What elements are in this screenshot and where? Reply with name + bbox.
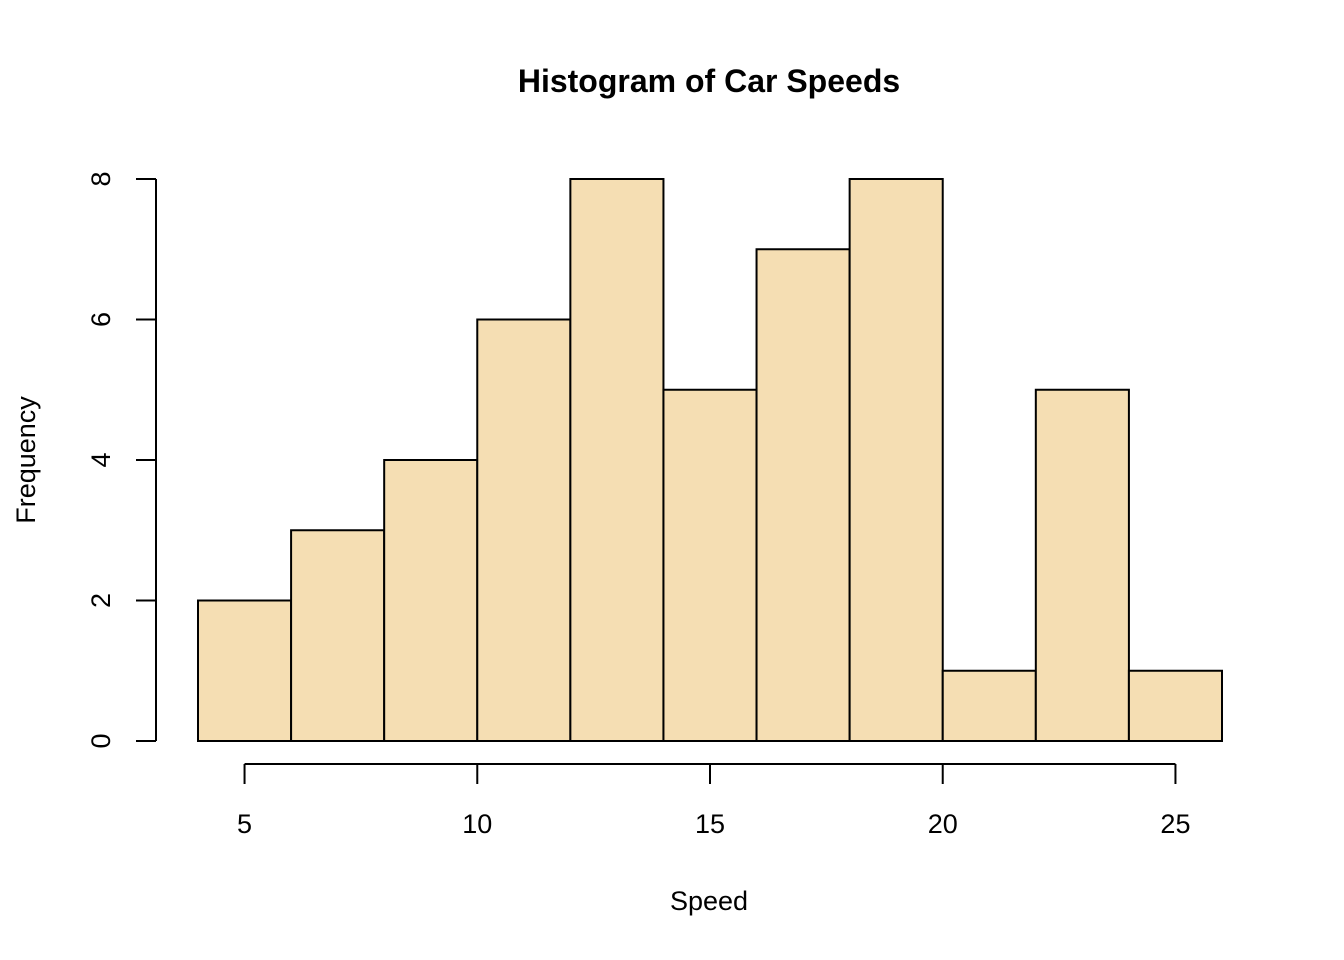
- histogram-bar-0: [197, 599, 293, 742]
- y-tick-label-4: 8: [86, 171, 116, 186]
- bars-group: [197, 178, 1223, 742]
- x-tick-label-3: 20: [928, 809, 958, 839]
- histogram-bar-10: [1127, 669, 1223, 742]
- histogram-bar-1: [290, 529, 386, 742]
- histogram-bar-2: [383, 459, 479, 742]
- histogram-bar-6: [755, 248, 851, 742]
- histogram-bar-8: [941, 669, 1037, 742]
- chart-title: Histogram of Car Speeds: [518, 63, 900, 99]
- y-axis-label: Frequency: [11, 396, 41, 524]
- y-tick-label-2: 4: [86, 452, 116, 467]
- histogram-bar-3: [476, 318, 572, 742]
- y-tick-label-1: 2: [86, 593, 116, 608]
- x-tick-label-2: 15: [695, 809, 725, 839]
- x-tick-label-1: 10: [462, 809, 492, 839]
- y-tick-label-3: 6: [86, 312, 116, 327]
- x-axis: 5 10 15 20 25: [237, 763, 1190, 839]
- x-tick-label-4: 25: [1160, 809, 1190, 839]
- histogram-bar-9: [1034, 388, 1130, 742]
- histogram-bar-4: [569, 178, 665, 742]
- histogram-bar-5: [662, 388, 758, 742]
- x-axis-label: Speed: [670, 886, 748, 916]
- histogram-bar-7: [848, 178, 944, 742]
- y-axis: 0 2 4 6 8: [86, 171, 157, 749]
- x-tick-label-0: 5: [237, 809, 252, 839]
- y-tick-label-0: 0: [86, 733, 116, 748]
